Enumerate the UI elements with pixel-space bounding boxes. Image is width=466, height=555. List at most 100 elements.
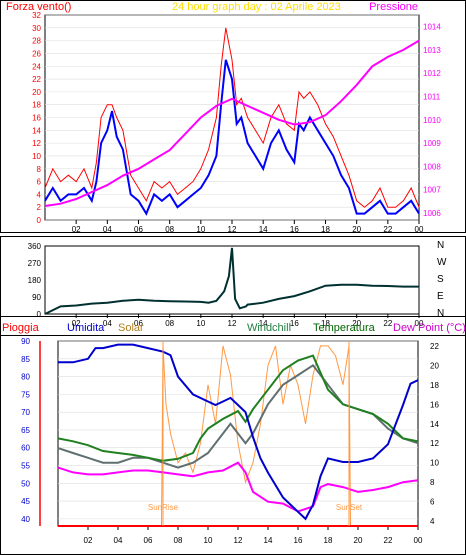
legend-humidity: Umidita (67, 322, 105, 334)
panel1-y-right-tick-6: 1012 (423, 69, 441, 78)
panel1-y-left-tick-0: 0 (37, 216, 42, 225)
dew-point-series-line (57, 461, 419, 513)
panel3-y-left-tick-2: 50 (21, 479, 30, 488)
panel1-x-tick-7: 16 (290, 225, 299, 234)
panel3-y-right-tick-2: 8 (430, 478, 435, 487)
panel3-y-right-tick-6: 16 (430, 400, 439, 409)
panel1-y-right-tick-7: 1013 (423, 46, 441, 55)
panel1-x-tick-1: 04 (103, 225, 112, 234)
panel1-x-tick-2: 06 (134, 225, 143, 234)
panel2-x-tick-5: 12 (228, 319, 237, 328)
panel3-y-left-tick-1: 45 (21, 497, 30, 506)
panel1-y-left-tick-16: 32 (32, 11, 41, 20)
panel3-x-ticks: 02 04 06 08 10 12 14 16 18 20 22 00 (84, 526, 423, 545)
panel1-y-right-tick-4: 1010 (423, 116, 441, 125)
panel3-y-right-tick-5: 14 (430, 420, 439, 429)
panel3-y-right-tick-8: 20 (430, 361, 439, 370)
panel3-y-right-tick-4: 12 (430, 439, 439, 448)
panel3-y-right-tick-7: 18 (430, 381, 439, 390)
panel1-y-right-tick-5: 1011 (423, 93, 441, 102)
panel2-x-tick-7: 16 (290, 319, 299, 328)
panel2-x-tick-0: 02 (72, 319, 81, 328)
panel3-y-left-ticks: 40 45 50 55 60 65 70 75 80 85 90 (21, 337, 30, 524)
panel2-y-tick-0: 0 (37, 310, 42, 319)
panel1-y-left-tick-3: 6 (37, 178, 42, 187)
panel1-y-left-tick-1: 2 (37, 203, 42, 212)
panel2-x-tick-3: 08 (165, 319, 174, 328)
legend-temperature: Temperatura (313, 322, 376, 334)
panel1-y-right-tick-8: 1014 (423, 23, 441, 32)
sun-label-1: SunSet (336, 503, 363, 512)
panel3-y-left-tick-8: 80 (21, 373, 30, 382)
panel1-y-left-tick-9: 18 (32, 101, 41, 110)
panel1-x-tick-11: 00 (415, 225, 424, 234)
panel1-y-left-tick-8: 16 (32, 114, 41, 123)
panel3-y-right-tick-1: 6 (430, 498, 435, 507)
panel2-x-tick-1: 04 (103, 319, 112, 328)
panel2-y-ticks: 0 90 180 270 360 (28, 242, 42, 319)
panel1-x-tick-4: 10 (196, 225, 205, 234)
direction-label-3: E (437, 291, 444, 302)
temperatura-series-line (57, 354, 419, 462)
panel2-x-tick-6: 14 (259, 319, 268, 328)
panel2-x-tick-4: 10 (196, 319, 205, 328)
panel1-x-tick-8: 18 (321, 225, 330, 234)
panel2-y-tick-2: 180 (28, 276, 42, 285)
panel1-y-left-tick-2: 4 (37, 190, 42, 199)
direction-label-4: N (437, 308, 444, 319)
panel3-y-left-tick-4: 60 (21, 444, 30, 453)
panel3-y-left-tick-0: 40 (21, 515, 30, 524)
panel1-y-left-tick-15: 30 (32, 24, 41, 33)
panel1-x-tick-10: 22 (383, 225, 392, 234)
panel3-y-left-tick-3: 55 (21, 462, 30, 471)
panel3-x-tick-9: 20 (354, 536, 363, 545)
panel3-x-tick-4: 10 (204, 536, 213, 545)
solar-series-line (58, 345, 418, 527)
panel2-y-tick-3: 270 (28, 259, 42, 268)
panel1-y-left-tick-13: 26 (32, 49, 41, 58)
panel1-left-label: Forza vento() (6, 1, 71, 13)
panel3-y-right-tick-0: 4 (430, 517, 435, 526)
panel1-x-tick-5: 12 (228, 225, 237, 234)
wind-avg-series-line (44, 59, 420, 216)
panel3-x-tick-1: 04 (114, 536, 123, 545)
panel1-x-tick-6: 14 (259, 225, 268, 234)
panel3-y-left-tick-5: 65 (21, 426, 30, 435)
panel1-x-ticks: 02 04 06 08 10 12 14 16 18 20 22 00 (72, 220, 424, 234)
panel2-x-tick-9: 20 (352, 319, 361, 328)
panel1-x-tick-9: 20 (352, 225, 361, 234)
direction-label-0: N (437, 240, 444, 251)
legend-solar: Solar (118, 322, 144, 334)
legend-dew-point: Dew Point (°C) (393, 322, 466, 334)
panel3-x-tick-3: 08 (174, 536, 183, 545)
panel2-x-tick-2: 06 (134, 319, 143, 328)
panel1-y-right-ticks: 1006 1007 1008 1009 1010 1011 1012 1013 1014 (423, 23, 441, 218)
sun-label-0: SunRise (148, 503, 179, 512)
panel3-grid (58, 340, 418, 520)
panel1-series (44, 27, 420, 216)
panel1-y-left-tick-12: 24 (32, 62, 41, 71)
wind-direction-series-line (44, 247, 419, 315)
panel3-y-right-ticks: 4 6 8 10 12 14 16 18 20 22 (430, 342, 439, 526)
panel1-grid (45, 14, 419, 221)
direction-label-1: W (437, 257, 447, 268)
direction-label-2: S (437, 274, 444, 285)
panel3-y-left-tick-10: 90 (21, 337, 30, 346)
panel1-y-left-tick-6: 12 (32, 139, 41, 148)
panel2-x-tick-8: 18 (321, 319, 330, 328)
panel2-x-tick-10: 22 (383, 319, 392, 328)
panel1-title: 24 hour graph day : 02 Aprile 2023 (172, 1, 341, 13)
panel3-x-tick-2: 06 (144, 536, 153, 545)
panel3-y-left-tick-7: 75 (21, 390, 30, 399)
umidita-series-line (58, 343, 419, 521)
panel1-x-tick-0: 02 (72, 225, 81, 234)
panel3-x-tick-6: 14 (264, 536, 273, 545)
panel2-y-tick-4: 360 (28, 242, 42, 251)
panel1-x-tick-3: 08 (165, 225, 174, 234)
panel3-y-left-tick-9: 85 (21, 355, 30, 364)
panel1-y-right-tick-0: 1006 (423, 209, 441, 218)
panel2-x-tick-11: 00 (415, 319, 424, 328)
panel1-y-left-tick-4: 8 (37, 165, 42, 174)
